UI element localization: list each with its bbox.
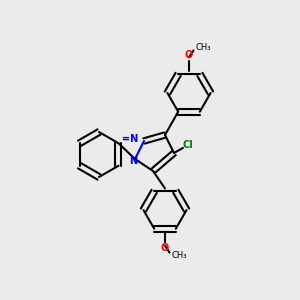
Text: Cl: Cl [182, 140, 193, 151]
Text: =N: =N [122, 134, 139, 145]
Text: N: N [129, 155, 138, 166]
Text: CH₃: CH₃ [171, 251, 187, 260]
Text: O: O [185, 50, 193, 60]
Text: CH₃: CH₃ [195, 43, 211, 52]
Text: O: O [161, 243, 169, 253]
